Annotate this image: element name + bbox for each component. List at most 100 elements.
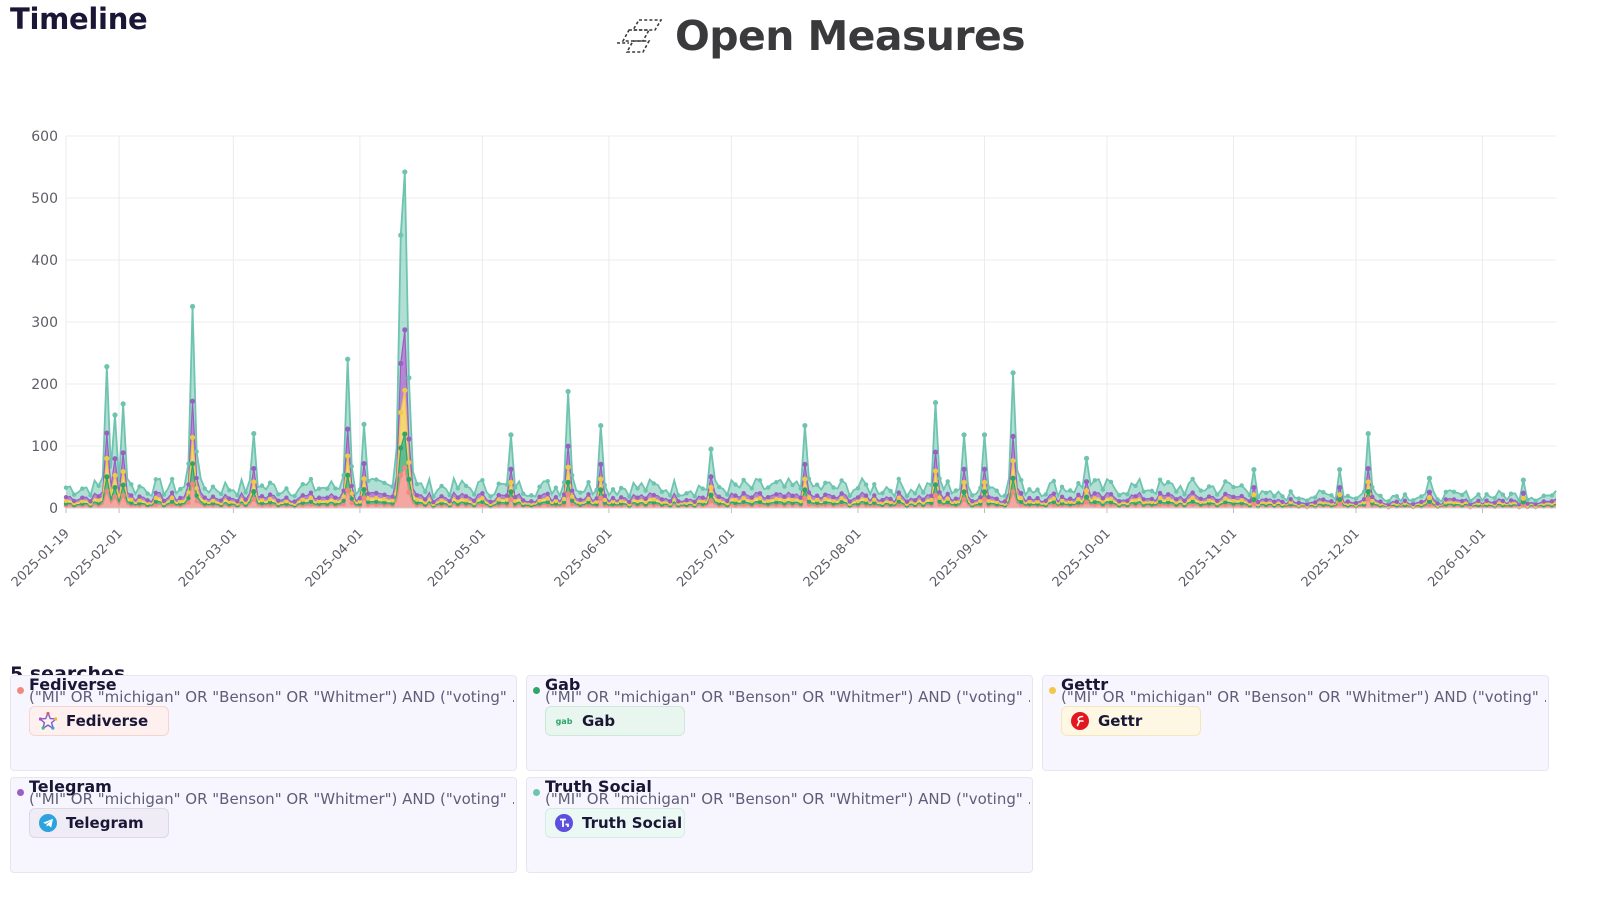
peak-point-fediverse	[961, 496, 967, 502]
point-truth-social	[1280, 494, 1285, 499]
y-tick-label: 100	[31, 439, 58, 455]
peak-point-truth-social	[402, 169, 408, 175]
search-card-gettr[interactable]: Gettr ("MI" OR "michigan" OR "Benson" OR…	[1042, 675, 1549, 771]
peak-point-gab	[708, 492, 714, 498]
point-telegram	[1541, 499, 1546, 504]
point-truth-social	[863, 482, 869, 487]
point-telegram	[80, 495, 85, 500]
platform-chip-fediverse[interactable]: Fediverse	[29, 706, 169, 736]
point-gab	[733, 500, 738, 506]
peak-point-gettr	[361, 476, 367, 482]
search-card-telegram[interactable]: Telegram ("MI" OR "michigan" OR "Benson"…	[10, 777, 517, 873]
point-truth-social	[553, 485, 559, 490]
point-telegram	[733, 493, 738, 498]
point-gettr	[267, 496, 273, 502]
point-truth-social	[349, 464, 354, 469]
platform-chip-truth-social[interactable]: Truth Social	[545, 808, 685, 838]
point-telegram	[382, 492, 387, 497]
point-truth-social	[1206, 484, 1212, 489]
x-tick-label: 2025-08-01	[801, 526, 865, 590]
peak-point-truth-social	[361, 421, 367, 427]
point-truth-social	[521, 491, 526, 496]
point-truth-social	[382, 480, 387, 486]
point-truth-social	[561, 480, 567, 485]
peak-point-gab	[802, 487, 808, 493]
point-truth-social	[1255, 494, 1261, 500]
point-gab	[1190, 499, 1195, 504]
point-gab	[945, 499, 950, 505]
platform-chip-gettr[interactable]: Gettr	[1061, 706, 1201, 736]
peak-point-gab	[112, 484, 118, 491]
peak-point-gab	[104, 474, 110, 480]
point-telegram	[1068, 496, 1073, 501]
point-gettr	[945, 496, 950, 501]
point-truth-social	[1443, 489, 1448, 495]
point-gettr	[308, 495, 314, 501]
peak-point-truth-social	[932, 400, 939, 406]
point-gettr	[1051, 496, 1057, 501]
point-telegram	[855, 495, 861, 500]
search-card-fediverse[interactable]: Fediverse ("MI" OR "michigan" OR "Benson…	[10, 675, 517, 771]
point-gettr	[602, 497, 608, 503]
point-telegram	[806, 490, 812, 495]
point-gettr	[357, 499, 363, 504]
point-truth-social	[1394, 493, 1399, 499]
point-gettr	[872, 497, 877, 502]
point-truth-social	[1051, 478, 1057, 484]
point-truth-social	[1092, 478, 1097, 483]
peak-point-telegram	[361, 461, 367, 467]
search-query: ("MI" OR "michigan" OR "Benson" OR "Whit…	[29, 790, 514, 808]
series-color-dot	[533, 687, 540, 694]
point-telegram	[1361, 497, 1367, 502]
point-telegram	[1206, 494, 1212, 499]
point-gettr	[1100, 499, 1106, 504]
point-gab	[504, 500, 510, 506]
point-gettr	[300, 497, 305, 502]
point-truth-social	[1288, 489, 1293, 494]
peak-point-gab	[1520, 499, 1526, 505]
y-tick-label: 0	[49, 501, 58, 517]
platform-chip-gab[interactable]: gab Gab	[545, 706, 685, 736]
point-telegram	[1484, 498, 1489, 503]
platform-chip-telegram[interactable]: Telegram	[29, 808, 169, 838]
point-telegram	[463, 494, 469, 499]
point-gab	[1223, 499, 1228, 505]
point-telegram	[1549, 499, 1555, 504]
point-gettr	[594, 499, 599, 504]
point-telegram	[1468, 502, 1473, 507]
peak-point-telegram	[598, 461, 604, 467]
peak-point-gab	[961, 489, 967, 495]
peak-point-telegram	[565, 443, 571, 449]
point-truth-social	[1174, 489, 1179, 494]
point-gettr	[749, 498, 755, 504]
point-gab	[586, 500, 591, 505]
point-telegram	[202, 495, 207, 500]
point-telegram	[480, 491, 485, 496]
peak-point-gettr	[565, 464, 571, 470]
line-truth-social	[65, 171, 1557, 504]
point-telegram	[1312, 500, 1318, 505]
search-card-truth-social[interactable]: Truth Social ("MI" OR "michigan" OR "Ben…	[526, 777, 1033, 873]
point-truth-social	[1239, 483, 1244, 488]
point-telegram	[276, 498, 281, 503]
point-telegram	[945, 491, 950, 497]
point-truth-social	[1272, 494, 1277, 499]
point-truth-social	[774, 480, 779, 485]
point-gettr	[888, 499, 893, 505]
point-telegram	[937, 490, 942, 495]
point-gettr	[774, 496, 779, 502]
x-tick-label: 2025-12-01	[1299, 526, 1363, 590]
peak-point-gettr	[932, 468, 939, 474]
peak-point-fediverse	[802, 495, 808, 501]
point-truth-social	[888, 488, 893, 494]
point-telegram	[349, 483, 354, 489]
point-truth-social	[814, 482, 820, 487]
point-truth-social	[423, 489, 428, 495]
point-gettr	[1035, 499, 1040, 504]
point-gettr	[259, 497, 265, 503]
point-truth-social	[1182, 492, 1187, 497]
point-gab	[872, 500, 877, 505]
peak-point-telegram	[981, 466, 988, 472]
search-card-gab[interactable]: Gab ("MI" OR "michigan" OR "Benson" OR "…	[526, 675, 1033, 771]
